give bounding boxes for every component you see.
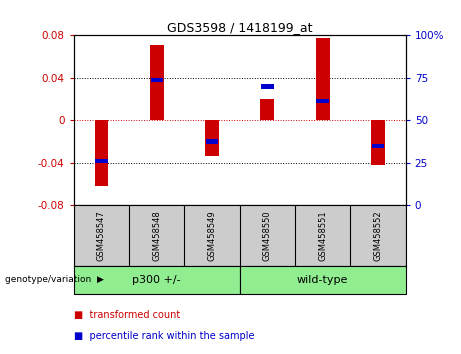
Text: GSM458547: GSM458547: [97, 210, 106, 261]
Text: genotype/variation  ▶: genotype/variation ▶: [5, 275, 103, 284]
Text: p300 +/-: p300 +/-: [132, 275, 181, 285]
Bar: [150, 45, 164, 120]
Bar: [95, 120, 108, 186]
Bar: [371, 120, 385, 165]
Bar: [240, 266, 406, 294]
Bar: [317, 99, 329, 103]
Text: GSM458548: GSM458548: [152, 210, 161, 261]
Bar: [316, 38, 330, 120]
Text: GSM458549: GSM458549: [207, 210, 217, 261]
Text: wild-type: wild-type: [297, 275, 349, 285]
Bar: [74, 266, 240, 294]
Bar: [205, 120, 219, 156]
Text: ■  transformed count: ■ transformed count: [74, 310, 180, 320]
Text: GSM458550: GSM458550: [263, 210, 272, 261]
Bar: [372, 144, 384, 148]
Text: GSM458551: GSM458551: [318, 210, 327, 261]
Bar: [95, 159, 107, 163]
Text: ■  percentile rank within the sample: ■ percentile rank within the sample: [74, 331, 254, 341]
Title: GDS3598 / 1418199_at: GDS3598 / 1418199_at: [167, 21, 313, 34]
Bar: [260, 99, 274, 120]
Text: GSM458552: GSM458552: [373, 210, 383, 261]
Bar: [261, 84, 274, 88]
Bar: [206, 139, 219, 144]
Bar: [150, 78, 163, 82]
